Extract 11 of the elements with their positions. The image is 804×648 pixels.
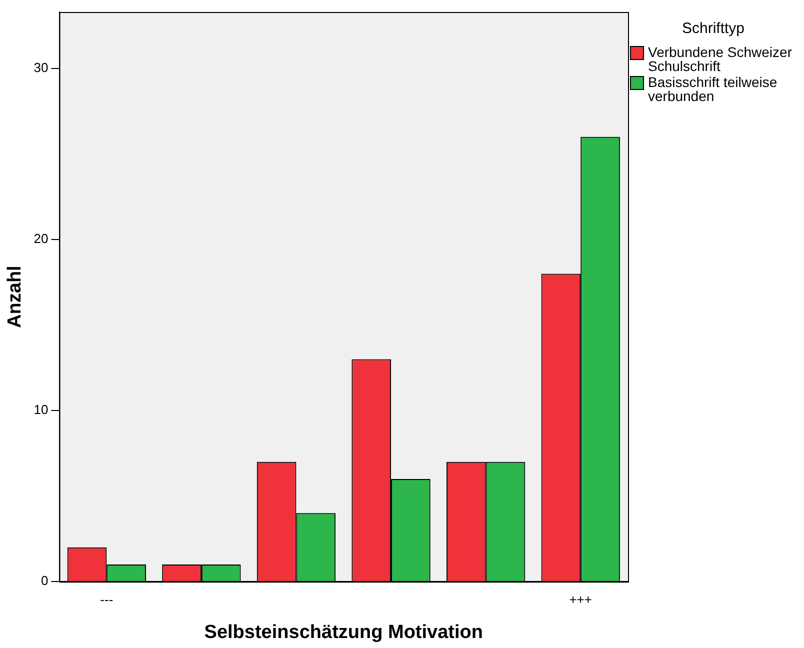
legend-title: Schrifttyp <box>682 20 746 37</box>
x-axis-title: Selbsteinschätzung Motivation <box>204 622 483 643</box>
y-axis-title: Anzahl <box>4 266 26 328</box>
legend-label: Basisschrift teilweise verbunden <box>648 74 778 104</box>
y-tick-label: 0 <box>41 573 48 588</box>
legend-label: Verbundene Schweizer Schulschrift <box>648 44 793 74</box>
x-tick-label: +++ <box>569 592 592 607</box>
y-tick-label: 20 <box>34 231 48 246</box>
y-tick-label: 10 <box>34 402 48 418</box>
y-tick-label: 30 <box>34 60 48 76</box>
x-tick-label: --- <box>100 592 114 607</box>
